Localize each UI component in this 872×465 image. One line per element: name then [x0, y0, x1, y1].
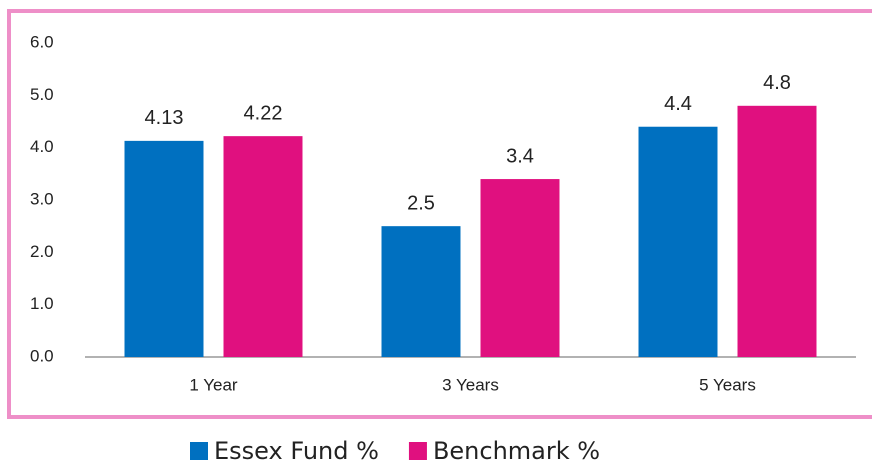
x-tick-label: 3 Years: [442, 375, 499, 394]
bar: [223, 136, 303, 357]
y-tick-label: 5.0: [30, 85, 54, 104]
x-tick-label: 5 Years: [699, 375, 756, 394]
value-label: 2.5: [407, 192, 435, 214]
y-tick-label: 4.0: [30, 137, 54, 156]
legend-label: Benchmark %: [433, 437, 600, 465]
frame: [7, 9, 872, 419]
bar: [480, 179, 560, 357]
bar: [737, 105, 817, 357]
y-tick-label: 2.0: [30, 242, 54, 261]
value-label: 4.8: [763, 72, 791, 94]
bar: [381, 226, 461, 357]
y-tick-label: 0.0: [30, 346, 54, 365]
y-tick-label: 1.0: [30, 294, 54, 313]
legend-swatch: [190, 442, 208, 460]
value-label: 4.13: [145, 107, 184, 129]
legend-swatch: [408, 442, 427, 460]
value-label: 3.4: [506, 145, 534, 167]
value-label: 4.4: [664, 93, 692, 115]
x-tick-label: 1 Year: [189, 375, 238, 394]
bar: [638, 126, 718, 357]
y-tick-label: 3.0: [30, 189, 54, 208]
y-tick-label: 6.0: [30, 32, 54, 51]
value-label: 4.22: [244, 102, 283, 124]
bar: [124, 140, 204, 357]
legend-label: Essex Fund %: [214, 437, 379, 465]
